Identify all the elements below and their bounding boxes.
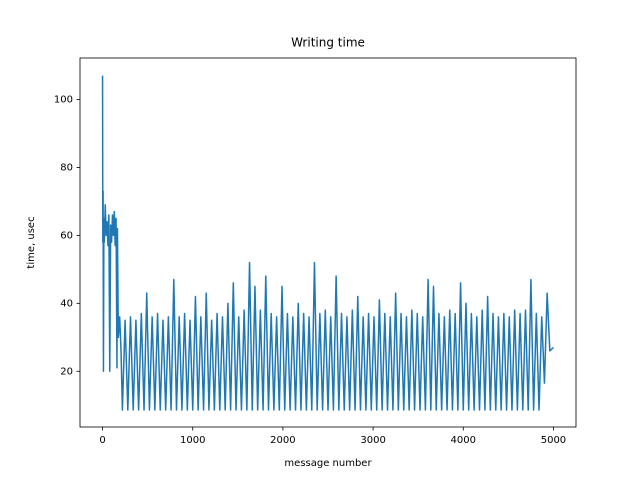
chart-title: Writing time [291,36,365,50]
data-line [101,75,554,411]
y-tick-label: 100 [54,94,73,105]
plot-frame [79,57,577,428]
x-tick-label: 4000 [451,435,476,446]
y-tick-label: 80 [60,162,73,173]
x-tick-label: 3000 [360,435,385,446]
x-axis-label: message number [284,458,372,469]
x-tick-label: 1000 [180,435,205,446]
x-tick-label: 2000 [270,435,295,446]
y-tick-label: 40 [60,298,73,309]
y-tick-label: 60 [60,230,73,241]
x-tick-label: 0 [99,435,105,446]
x-tick-label: 5000 [541,435,566,446]
y-axis-label: time, usec [26,216,37,268]
y-tick-label: 20 [60,366,73,377]
